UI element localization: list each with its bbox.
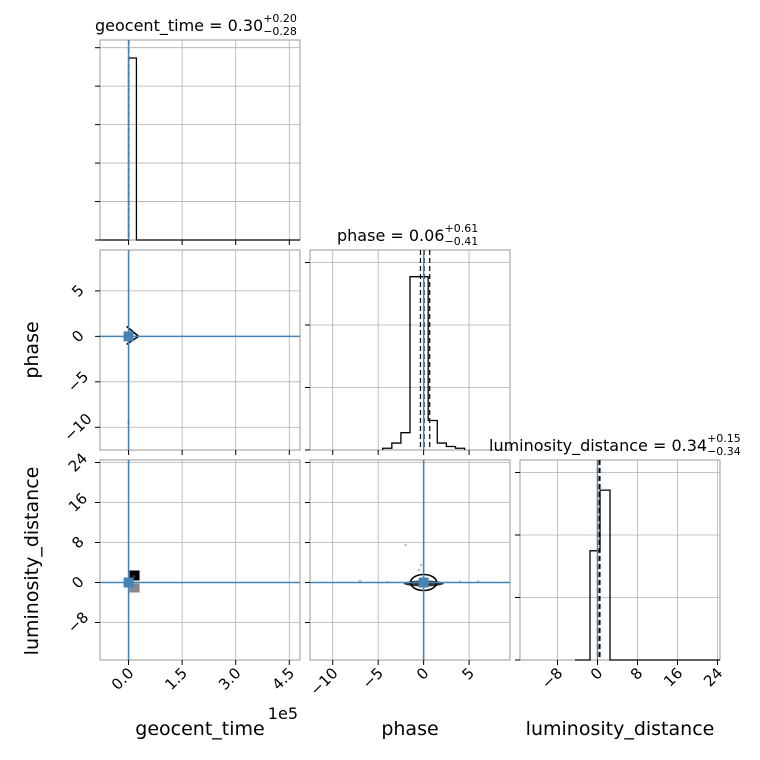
xtick-label-luminosity_distance: −8 xyxy=(538,664,566,692)
truth-marker-phase_vs_geocent_time xyxy=(123,331,134,342)
truth-marker-luminosity_distance_vs_phase xyxy=(418,577,429,588)
xtick-label-geocent_time: 4.5 xyxy=(269,664,299,694)
scatter-point xyxy=(358,579,362,583)
panel-grid xyxy=(100,40,300,240)
truth-marker-luminosity_distance_vs_geocent_time xyxy=(123,577,134,588)
ytick-label-luminosity_distance: 24 xyxy=(65,449,91,475)
panel-luminosity_distance-vs-geocent_time xyxy=(99,459,301,661)
xlabel-luminosity-distance: luminosity_distance xyxy=(526,718,715,740)
panel-luminosity_distance-vs-luminosity_distance xyxy=(519,459,721,661)
ylabel-phase: phase xyxy=(21,321,43,378)
ytick-label-luminosity_distance: 16 xyxy=(65,489,91,515)
xtick-label-geocent_time: 0.0 xyxy=(108,664,138,694)
xtick-label-luminosity_distance: 16 xyxy=(660,664,686,690)
panel-frame xyxy=(99,249,301,451)
scatter-point xyxy=(417,568,421,572)
xlabel-geocent-time: geocent_time xyxy=(135,718,264,740)
title-luminosity-distance: luminosity_distance = 0.34+0.15 −0.34 xyxy=(489,432,741,458)
ytick-label-phase: −10 xyxy=(60,410,95,445)
xtick-label-luminosity_distance: 8 xyxy=(627,664,646,683)
xtick-label-luminosity_distance: 0 xyxy=(587,664,606,683)
ytick-label-luminosity_distance: 0 xyxy=(68,573,87,592)
xtick-label-geocent_time: 3.0 xyxy=(215,664,245,694)
scatter-point xyxy=(132,575,136,578)
panel-frame xyxy=(99,39,301,241)
panel-phase-vs-geocent_time xyxy=(99,249,301,451)
ytick-label-phase: 0 xyxy=(68,327,87,346)
xtick-label-phase: −10 xyxy=(306,664,341,699)
scatter-point xyxy=(404,543,407,547)
panel-luminosity_distance-vs-phase xyxy=(309,459,511,661)
xtick-label-phase: 5 xyxy=(458,664,477,683)
title-phase: phase = 0.06+0.61 −0.41 xyxy=(337,222,478,248)
histogram-geocent_time xyxy=(100,57,300,241)
scatter-point xyxy=(419,563,423,567)
panel-frame xyxy=(519,459,721,661)
histogram-phase xyxy=(382,276,466,450)
title-geocent-time: geocent_time = 0.30+0.20 −0.28 xyxy=(95,12,297,38)
xlabel-phase: phase xyxy=(381,718,438,740)
ytick-label-phase: 5 xyxy=(68,281,87,300)
density-luminosity_distance_vs_geocent_time-2 xyxy=(129,583,140,593)
panel-frame xyxy=(99,459,301,661)
xtick-label-phase: −5 xyxy=(359,664,387,692)
panel-grid xyxy=(310,460,510,660)
density-luminosity_distance_vs_geocent_time xyxy=(129,570,140,581)
ytick-label-luminosity_distance: −8 xyxy=(64,608,92,636)
ytick-label-luminosity_distance: 8 xyxy=(68,533,87,552)
ytick-label-phase: −5 xyxy=(64,368,92,396)
xtick-label-luminosity_distance: 24 xyxy=(700,664,726,690)
ylabel-luminosity-distance: luminosity_distance xyxy=(21,467,43,656)
xtick-label-geocent_time: 1.5 xyxy=(161,664,191,694)
xtick-label-phase: 0 xyxy=(413,664,432,683)
panel-geocent_time-vs-geocent_time xyxy=(99,39,301,241)
panel-frame xyxy=(309,459,511,661)
offset-text-geocent-time: 1e5 xyxy=(268,704,298,723)
